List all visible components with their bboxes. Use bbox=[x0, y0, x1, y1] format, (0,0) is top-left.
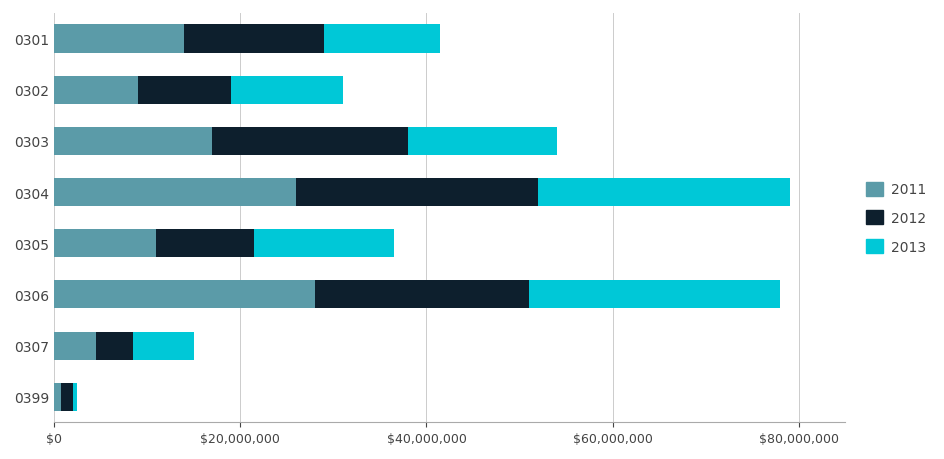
Bar bbox=[54, 25, 184, 53]
Bar bbox=[73, 383, 77, 411]
Bar bbox=[212, 128, 408, 156]
Bar bbox=[408, 128, 556, 156]
Bar bbox=[324, 25, 440, 53]
Legend: 2011, 2012, 2013: 2011, 2012, 2013 bbox=[859, 177, 931, 260]
Bar bbox=[54, 77, 138, 105]
Bar bbox=[54, 128, 212, 156]
Bar bbox=[54, 230, 157, 258]
Bar bbox=[54, 383, 61, 411]
Bar bbox=[314, 281, 529, 309]
Bar bbox=[54, 281, 314, 309]
Bar bbox=[184, 25, 324, 53]
Bar bbox=[538, 179, 789, 207]
Bar bbox=[61, 383, 73, 411]
Bar bbox=[54, 179, 295, 207]
Bar bbox=[138, 77, 230, 105]
Bar bbox=[157, 230, 254, 258]
Bar bbox=[133, 332, 194, 360]
Bar bbox=[230, 77, 343, 105]
Bar bbox=[529, 281, 780, 309]
Bar bbox=[95, 332, 133, 360]
Bar bbox=[295, 179, 538, 207]
Bar bbox=[254, 230, 394, 258]
Bar bbox=[54, 332, 95, 360]
